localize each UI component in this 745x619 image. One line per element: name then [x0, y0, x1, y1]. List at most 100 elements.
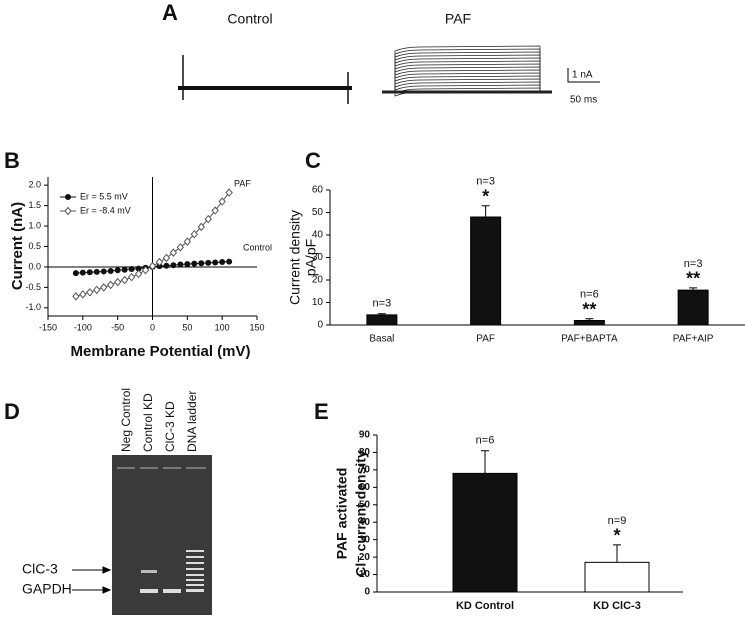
- legend-marker: [64, 206, 72, 216]
- point: [100, 268, 107, 275]
- y-tick-label: 30: [312, 252, 324, 263]
- x-tick-label: -150: [39, 322, 57, 332]
- x-tick-label: 100: [215, 322, 230, 332]
- band-label: ClC-3: [22, 561, 58, 577]
- point: [86, 288, 94, 297]
- annotation: Control: [243, 242, 272, 252]
- y-tick-label: 0: [317, 320, 323, 331]
- significance: **: [686, 269, 700, 289]
- bar: [677, 289, 709, 326]
- x-tick-label: 50: [182, 322, 192, 332]
- y-tick-label: -0.5: [25, 282, 41, 292]
- panel-label: B: [4, 148, 20, 173]
- point: [107, 280, 115, 290]
- y-tick-label: 60: [312, 185, 324, 196]
- n-label: n=3: [476, 176, 495, 188]
- trace-label: Control: [227, 11, 272, 27]
- x-tick-label: KD Control: [456, 600, 514, 612]
- x-tick-label: 150: [249, 322, 264, 332]
- point: [162, 253, 171, 263]
- point: [114, 267, 121, 274]
- point: [163, 262, 170, 269]
- y-tick-label: 40: [359, 517, 371, 528]
- annotation: PAF: [234, 178, 251, 188]
- point: [184, 261, 191, 268]
- point: [86, 269, 93, 276]
- x-tick-label: -50: [111, 322, 124, 332]
- error-bar: [481, 450, 489, 474]
- point: [120, 275, 129, 285]
- y-axis-label: Current density: [287, 210, 303, 305]
- error-bar: [481, 205, 490, 217]
- y-tick-label: 80: [359, 447, 371, 458]
- error-bar: [689, 287, 698, 291]
- y-tick-label: 1.0: [28, 220, 41, 230]
- point: [93, 268, 100, 275]
- point: [79, 269, 86, 276]
- error-bar: [377, 313, 386, 315]
- panel-label: D: [4, 399, 20, 424]
- bar: [470, 216, 502, 326]
- x-tick-label: PAF+AIP: [673, 334, 714, 345]
- lane-label: ClC-3 KD: [163, 401, 177, 452]
- point: [191, 260, 198, 267]
- point: [128, 265, 135, 272]
- y-tick-label: 20: [359, 552, 371, 563]
- x-tick-label: PAF+BAPTA: [561, 334, 618, 345]
- y-tick-label: 40: [312, 230, 324, 241]
- x-tick-label: PAF: [476, 334, 495, 345]
- error-bar: [613, 544, 621, 563]
- y-tick-label: 50: [359, 499, 371, 510]
- y-axis-label: pA/pF: [303, 239, 319, 276]
- y-tick-label: 60: [359, 482, 371, 493]
- x-tick-label: 0: [150, 322, 155, 332]
- point: [190, 229, 198, 239]
- lane-labels: Neg Control Control KD ClC-3 KD DNA ladder: [119, 388, 199, 452]
- point: [135, 265, 142, 272]
- scale-label: 50 ms: [570, 95, 597, 106]
- point: [219, 259, 226, 266]
- point: [211, 206, 219, 215]
- point: [121, 266, 128, 273]
- y-axis-label: Cl⁻ current density: [353, 450, 369, 577]
- point: [204, 214, 212, 224]
- y-tick-label: 20: [312, 275, 324, 286]
- y-tick-label: 2.0: [28, 180, 41, 190]
- significance: *: [482, 187, 489, 207]
- band-arrows: [72, 566, 112, 594]
- x-tick-label: -100: [74, 322, 92, 332]
- y-tick-label: 50: [312, 207, 324, 218]
- y-tick-label: 0.5: [28, 241, 41, 251]
- n-label: n=3: [373, 298, 392, 310]
- point: [177, 261, 184, 268]
- gel-bands: [117, 467, 206, 593]
- bar: [584, 561, 650, 593]
- y-tick-label: 30: [359, 534, 371, 545]
- bar: [452, 472, 518, 593]
- point: [205, 259, 212, 266]
- point: [141, 265, 150, 275]
- point: [127, 272, 136, 282]
- y-axis-label: Current (nA): [9, 202, 26, 290]
- point: [107, 268, 114, 275]
- trace-label: PAF: [445, 11, 471, 27]
- point: [226, 258, 233, 265]
- y-tick-label: 90: [359, 430, 371, 441]
- point: [169, 248, 178, 257]
- n-label: n=3: [684, 258, 703, 270]
- panel-label: C: [305, 148, 321, 173]
- legend-label: Er = -8.4 mV: [80, 205, 131, 215]
- y-tick-label: -1.0: [25, 302, 41, 312]
- x-tick-label: KD ClC-3: [593, 600, 641, 612]
- control-traces: [178, 55, 352, 104]
- y-tick-label: 1.5: [28, 200, 41, 210]
- x-axis-label: Membrane Potential (mV): [70, 343, 250, 360]
- y-axis-label: PAF activated: [334, 468, 350, 560]
- point: [100, 283, 108, 292]
- point: [72, 270, 79, 277]
- point: [134, 269, 143, 279]
- legend-label: Er = 5.5 mV: [80, 191, 128, 201]
- point: [79, 290, 87, 299]
